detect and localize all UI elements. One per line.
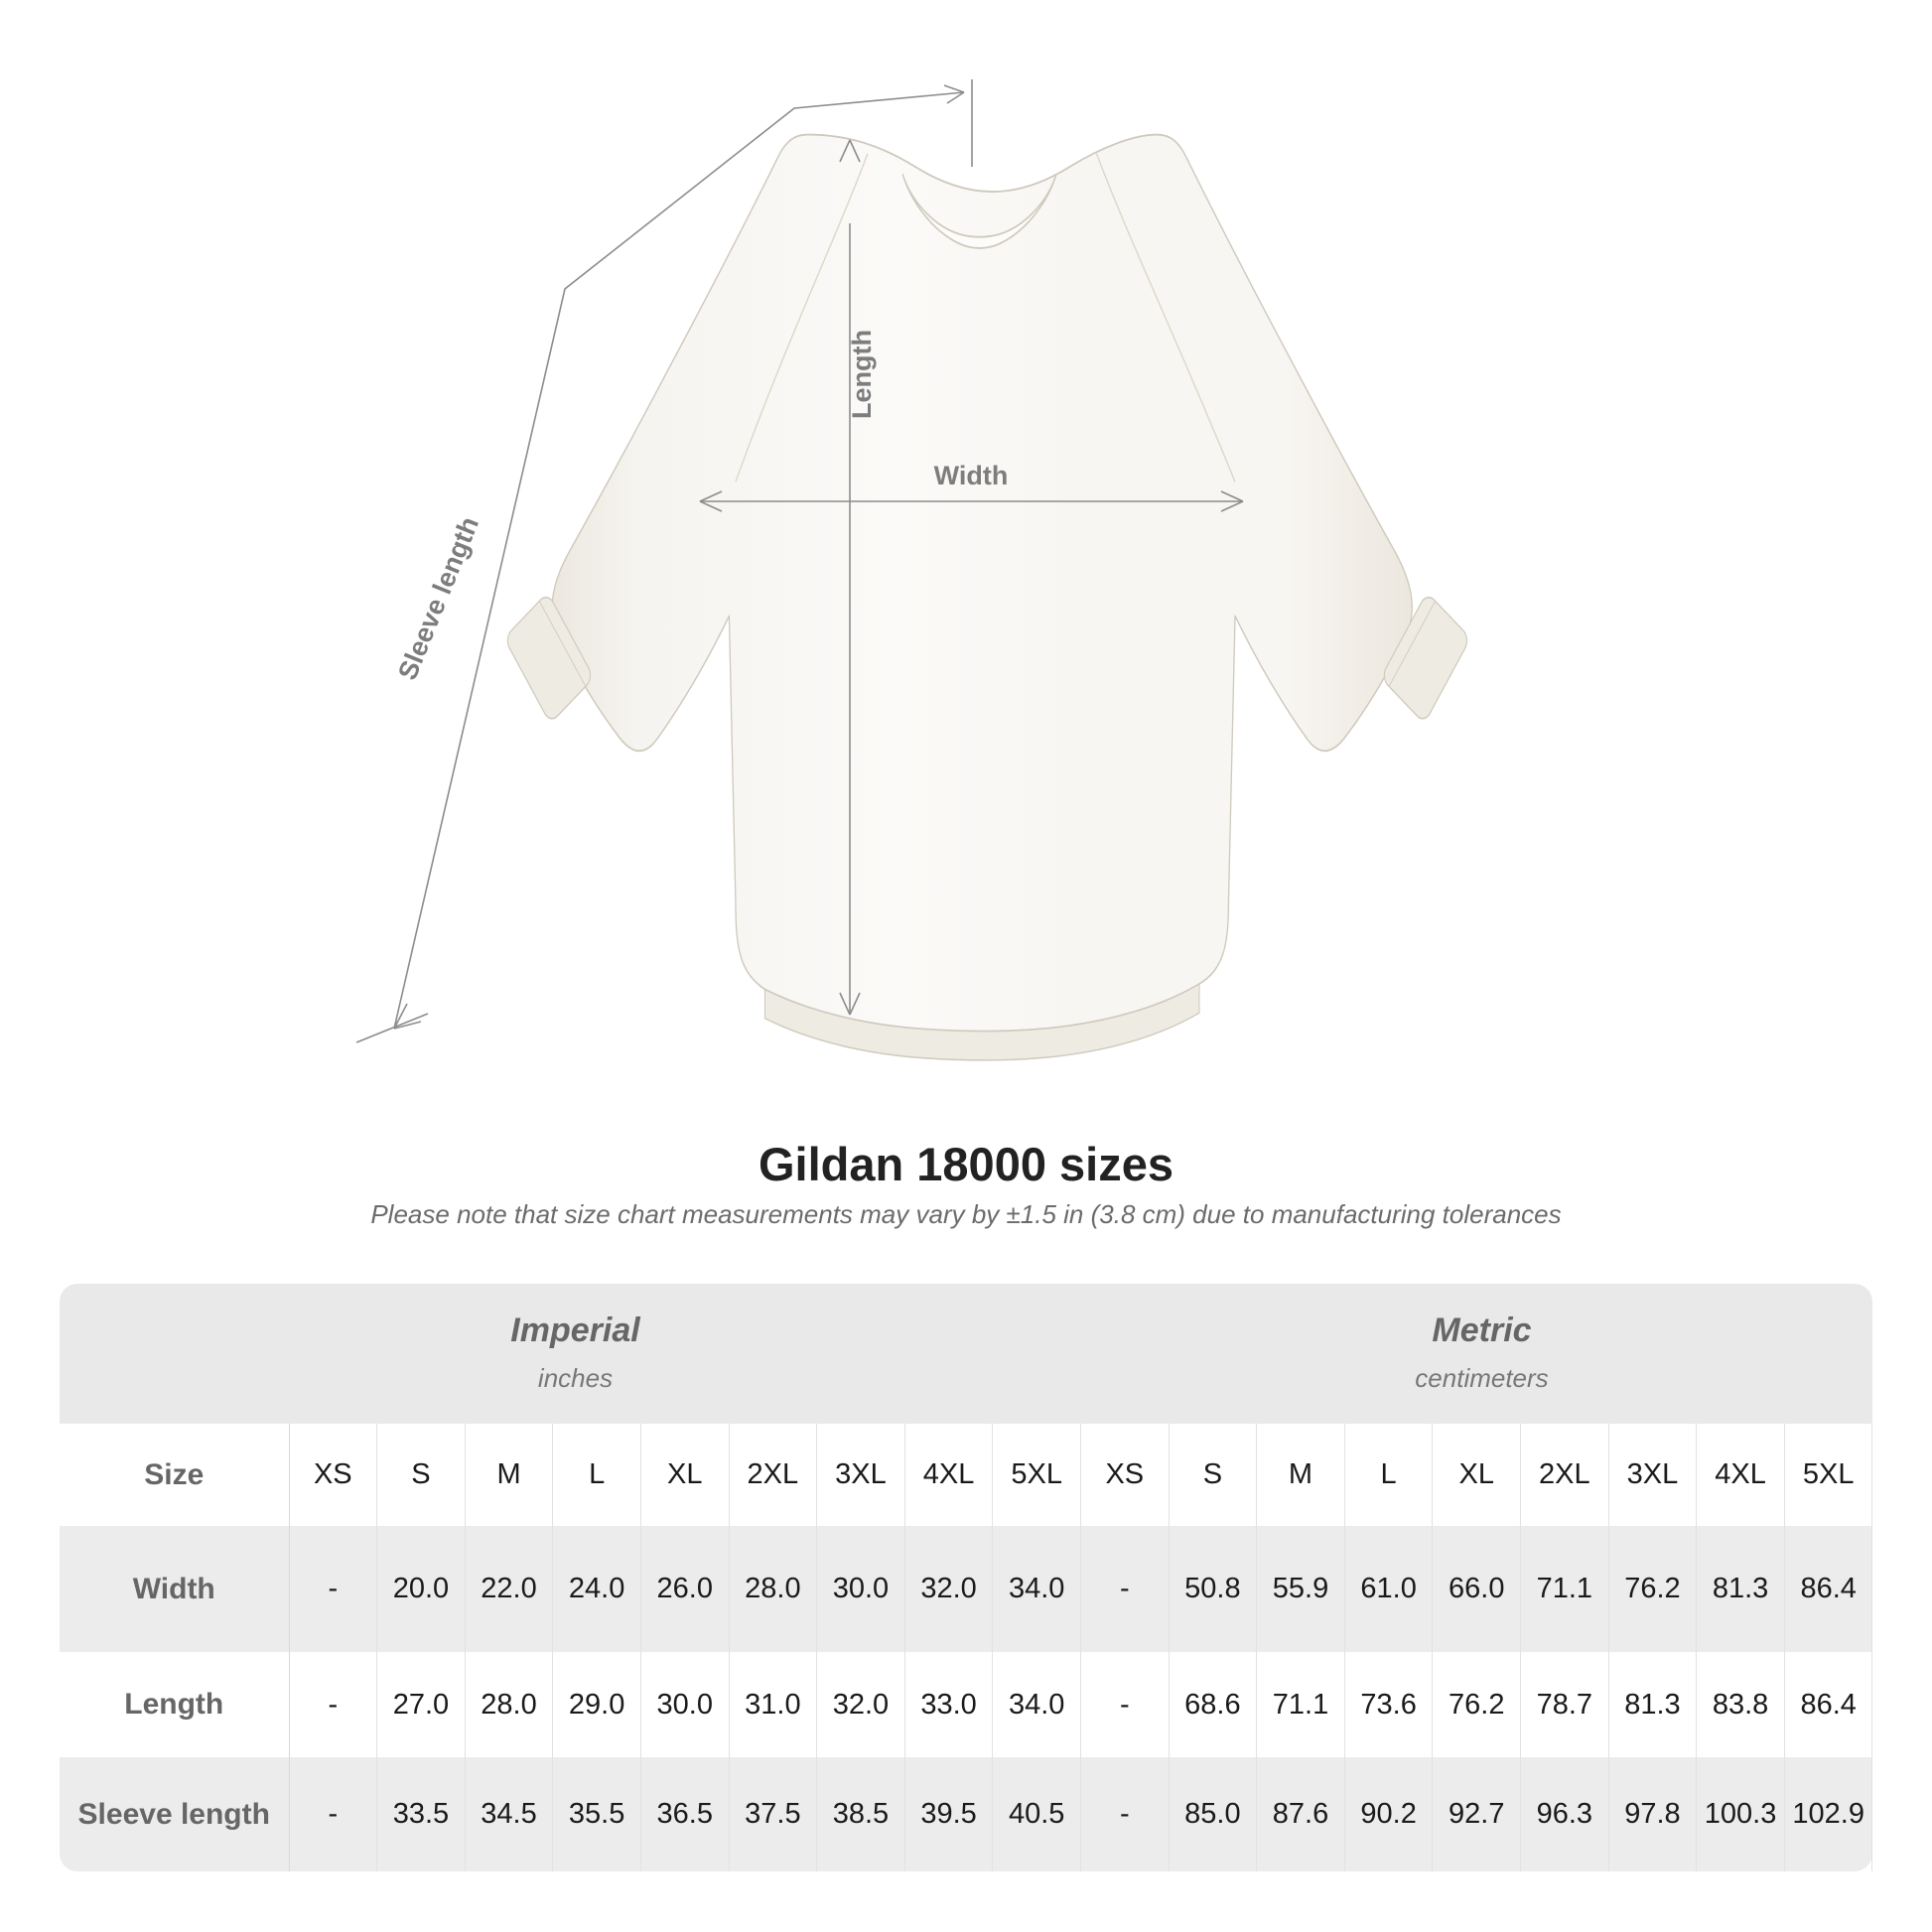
svg-text:Sleeve length: Sleeve length <box>392 512 484 684</box>
svg-text:Width: Width <box>934 461 1009 490</box>
svg-text:Length: Length <box>847 330 877 419</box>
